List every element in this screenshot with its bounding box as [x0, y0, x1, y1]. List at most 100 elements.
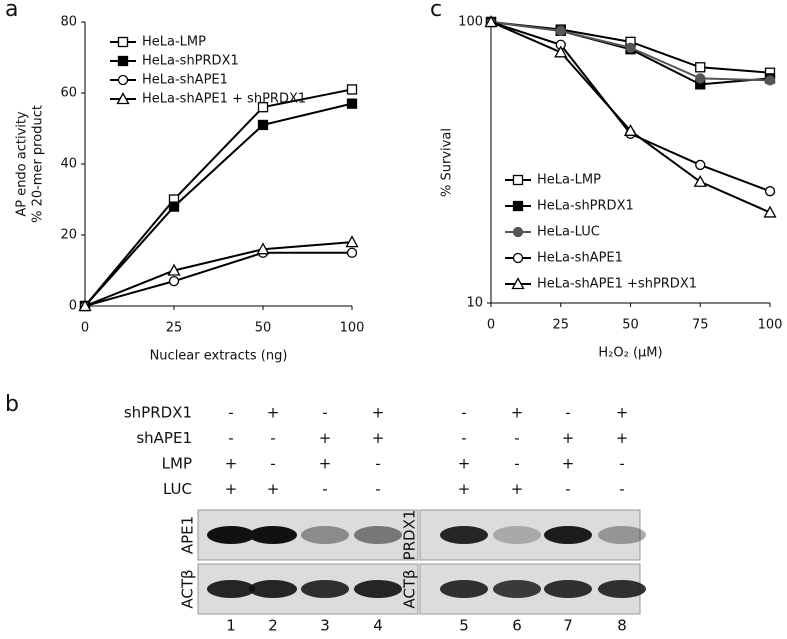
sign: - — [461, 404, 466, 422]
x-tick-label: 0 — [81, 321, 89, 336]
sign: + — [616, 404, 629, 422]
marker — [256, 242, 270, 255]
y-tick-label: 10 — [466, 296, 483, 311]
marker — [512, 226, 524, 238]
sign: + — [458, 455, 471, 473]
legend-label: HeLa-LUC — [537, 225, 600, 240]
sign: - — [565, 480, 570, 498]
band — [598, 580, 646, 598]
y-axis-label: % Survival — [440, 128, 455, 197]
sign: - — [565, 404, 570, 422]
legend-label: HeLa-LMP — [142, 35, 206, 50]
band — [598, 526, 646, 544]
sign: - — [270, 429, 275, 447]
marker — [763, 205, 777, 218]
sign: - — [322, 480, 327, 498]
legend-label: HeLa-shAPE1 — [142, 73, 228, 88]
sign: + — [372, 404, 385, 422]
marker — [693, 174, 707, 187]
series-line — [84, 88, 353, 307]
marker — [345, 235, 359, 248]
band — [440, 580, 488, 598]
legend-label: HeLa-shPRDX1 — [142, 54, 239, 69]
sign: + — [616, 429, 629, 447]
panel-label: b — [5, 392, 19, 417]
x-tick-label: 75 — [692, 318, 709, 333]
x-tick-label: 25 — [166, 321, 183, 336]
marker — [512, 200, 524, 212]
sign: + — [267, 404, 280, 422]
y-tick-label: 0 — [69, 299, 77, 314]
marker — [167, 263, 181, 276]
marker — [512, 252, 524, 264]
legend-label: HeLa-LMP — [537, 173, 601, 188]
legend-label: HeLa-shAPE1 — [537, 251, 623, 266]
marker — [512, 174, 524, 186]
sign: - — [270, 455, 275, 473]
marker — [511, 277, 525, 290]
lane-number: 1 — [226, 617, 236, 635]
marker — [257, 119, 269, 131]
x-tick-label: 25 — [552, 318, 569, 333]
lane-number: 4 — [373, 617, 383, 635]
x-tick-label: 100 — [758, 318, 783, 333]
panel-label: a — [5, 0, 18, 22]
y-axis-label: % 20-mer product — [31, 105, 46, 223]
sign: - — [461, 429, 466, 447]
marker — [695, 159, 706, 171]
legend-label: HeLa-shAPE1 +shPRDX1 — [537, 277, 697, 292]
sign: - — [322, 404, 327, 422]
y-tick-label: 60 — [60, 86, 77, 101]
band — [249, 580, 297, 598]
marker — [764, 186, 776, 197]
sign: - — [228, 429, 233, 447]
y-axis-label: AP endo activity — [15, 111, 30, 217]
blot-label: APE1 — [179, 516, 197, 554]
band — [493, 580, 541, 598]
marker — [117, 74, 129, 86]
y-tick-label: 40 — [60, 157, 77, 172]
lane-number: 2 — [268, 617, 278, 635]
sign: + — [458, 480, 471, 498]
band — [301, 526, 349, 544]
x-tick-label: 50 — [622, 318, 639, 333]
x-tick-label: 50 — [255, 321, 272, 336]
y-tick-label: 80 — [60, 15, 77, 30]
condition-label: shPRDX1 — [124, 404, 192, 422]
marker — [346, 247, 358, 258]
marker — [625, 42, 636, 53]
marker — [695, 62, 706, 73]
marker — [117, 55, 129, 67]
marker — [695, 73, 706, 84]
lane-number: 5 — [459, 617, 469, 635]
lane-number: 7 — [563, 617, 573, 635]
marker — [78, 299, 92, 312]
band — [440, 526, 488, 544]
series-line — [84, 102, 353, 307]
marker — [168, 275, 180, 287]
band — [544, 526, 592, 544]
marker — [346, 98, 358, 109]
sign: + — [319, 429, 332, 447]
marker — [117, 36, 129, 48]
blot-label: ACTβ — [401, 569, 419, 608]
band — [354, 526, 402, 544]
sign: + — [319, 455, 332, 473]
sign: + — [372, 429, 385, 447]
lane-number: 6 — [512, 617, 522, 635]
panel-label: c — [430, 0, 442, 22]
band — [544, 580, 592, 598]
sign: + — [225, 480, 238, 498]
legend-label: HeLa-shPRDX1 — [537, 199, 634, 214]
band — [493, 526, 541, 544]
sign: - — [375, 480, 380, 498]
condition-label: shAPE1 — [136, 429, 192, 447]
marker — [555, 25, 566, 37]
sign: + — [225, 455, 238, 473]
y-tick-label: 100 — [458, 15, 483, 30]
marker — [554, 45, 568, 58]
x-tick-label: 100 — [340, 321, 365, 336]
legend-label: HeLa-shAPE1 + shPRDX1 — [142, 92, 306, 107]
sign: + — [562, 455, 575, 473]
